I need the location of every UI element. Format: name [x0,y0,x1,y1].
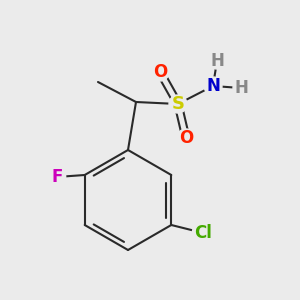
Circle shape [48,168,66,186]
Text: H: H [210,52,224,70]
Text: O: O [153,63,167,81]
Circle shape [151,63,169,81]
Circle shape [192,222,214,244]
Text: O: O [179,129,193,147]
Text: H: H [234,79,248,97]
Text: N: N [206,77,220,95]
Circle shape [233,80,249,96]
Text: F: F [51,168,62,186]
Circle shape [169,95,187,113]
Circle shape [209,53,225,69]
Circle shape [177,129,195,147]
Text: S: S [172,95,184,113]
Circle shape [204,77,222,95]
Text: Cl: Cl [194,224,212,242]
